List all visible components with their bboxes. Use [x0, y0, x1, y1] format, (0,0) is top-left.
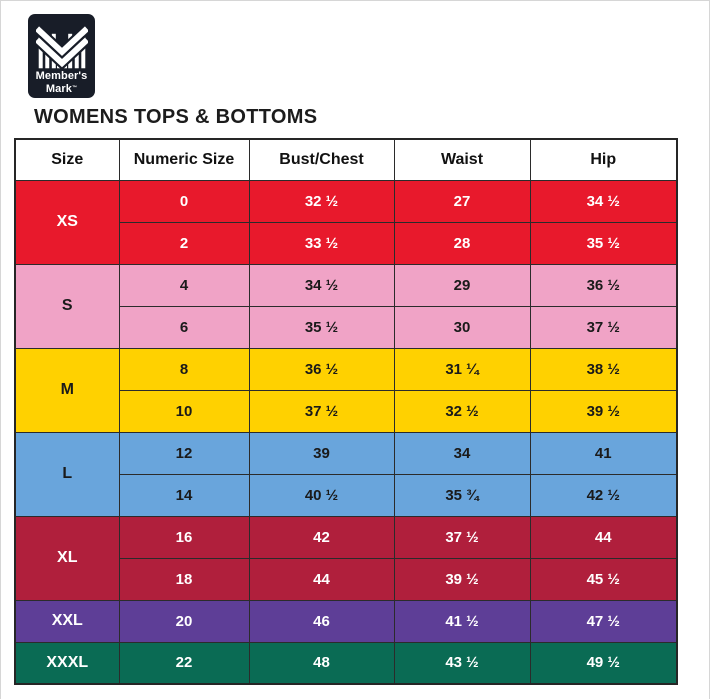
bust-chest-cell: 35 ½ — [248, 305, 395, 349]
numeric-size-cell: 8 — [118, 347, 250, 391]
table-row: 14 40 ½ 35 ¾ 42 ½ — [15, 473, 678, 517]
page-title: WOMENS TOPS & BOTTOMS — [34, 106, 318, 128]
column-header-size: Size — [14, 138, 120, 181]
size-cell: XXXL — [14, 641, 120, 685]
trademark-symbol: ™ — [71, 85, 78, 91]
hip-cell: 37 ½ — [529, 305, 678, 349]
hip-cell: 42 ½ — [529, 473, 678, 517]
waist-cell: 29 — [393, 263, 531, 307]
waist-cell: 32 ½ — [393, 389, 531, 433]
waist-cell: 31 ¼ — [393, 347, 531, 391]
numeric-size-cell: 6 — [118, 305, 250, 349]
numeric-size-cell: 20 — [118, 599, 250, 643]
hip-cell: 34 ½ — [529, 179, 678, 223]
bust-chest-cell: 40 ½ — [248, 473, 395, 517]
waist-cell: 37 ½ — [393, 515, 531, 559]
size-cell: XS — [14, 179, 120, 265]
hip-cell: 39 ½ — [529, 389, 678, 433]
waist-cell: 30 — [393, 305, 531, 349]
table-row: L 12 39 34 41 — [14, 431, 678, 517]
hip-cell: 45 ½ — [529, 557, 678, 601]
waist-cell: 28 — [393, 221, 531, 265]
bust-chest-cell: 33 ½ — [248, 221, 395, 265]
bust-chest-cell: 32 ½ — [248, 179, 395, 223]
bust-chest-cell: 46 — [248, 599, 395, 643]
logo-wordmark-line2: Mark™ — [45, 83, 78, 95]
numeric-size-cell: 14 — [118, 473, 250, 517]
size-cell: M — [14, 347, 120, 433]
numeric-size-cell: 10 — [118, 389, 250, 433]
bust-chest-cell: 34 ½ — [248, 263, 395, 307]
numeric-size-cell: 2 — [118, 221, 250, 265]
size-cell: L — [14, 431, 120, 517]
numeric-size-cell: 4 — [118, 263, 250, 307]
hip-cell: 49 ½ — [529, 641, 678, 685]
waist-cell: 39 ½ — [393, 557, 531, 601]
numeric-size-cell: 0 — [118, 179, 250, 223]
table-row: XL 16 42 37 ½ 44 — [14, 515, 678, 601]
bust-chest-cell: 37 ½ — [248, 389, 395, 433]
waist-cell: 41 ½ — [393, 599, 531, 643]
numeric-size-cell: 16 — [118, 515, 250, 559]
header-row: Size Numeric Size Bust/Chest Waist Hip — [14, 138, 678, 181]
hip-cell: 36 ½ — [529, 263, 678, 307]
table-row: XS 0 32 ½ 27 34 ½ — [14, 179, 678, 265]
waist-cell: 27 — [393, 179, 531, 223]
column-header-bust-chest: Bust/Chest — [248, 138, 395, 181]
size-cell: XL — [14, 515, 120, 601]
size-chart-table: Size Numeric Size Bust/Chest Waist Hip X… — [14, 138, 678, 685]
bust-chest-cell: 39 — [248, 431, 395, 475]
column-header-numeric-size: Numeric Size — [118, 138, 250, 181]
logo-wordmark-line1: Member's — [35, 70, 88, 82]
table-row: S 4 34 ½ 29 36 ½ — [14, 263, 678, 349]
table-row: 18 44 39 ½ 45 ½ — [15, 557, 678, 601]
waist-cell: 43 ½ — [393, 641, 531, 685]
m-chevron-icon — [35, 24, 88, 70]
hip-cell: 47 ½ — [529, 599, 678, 643]
table-row: M 8 36 ½ 31 ¼ 38 ½ — [14, 347, 678, 433]
table-row: XXXL 22 48 43 ½ 49 ½ — [14, 641, 678, 685]
waist-cell: 34 — [393, 431, 531, 475]
hip-cell: 44 — [529, 515, 678, 559]
bust-chest-cell: 36 ½ — [248, 347, 395, 391]
members-mark-logo: Member's Mark™ — [28, 14, 95, 98]
table-row: 10 37 ½ 32 ½ 39 ½ — [15, 389, 678, 433]
table-row: XXL 20 46 41 ½ 47 ½ — [14, 599, 678, 643]
column-header-waist: Waist — [393, 138, 531, 181]
hip-cell: 38 ½ — [529, 347, 678, 391]
bust-chest-cell: 42 — [248, 515, 395, 559]
bust-chest-cell: 44 — [248, 557, 395, 601]
column-header-hip: Hip — [529, 138, 678, 181]
waist-cell: 35 ¾ — [393, 473, 531, 517]
numeric-size-cell: 18 — [118, 557, 250, 601]
numeric-size-cell: 12 — [118, 431, 250, 475]
numeric-size-cell: 22 — [118, 641, 250, 685]
size-cell: XXL — [14, 599, 120, 643]
hip-cell: 35 ½ — [529, 221, 678, 265]
bust-chest-cell: 48 — [248, 641, 395, 685]
hip-cell: 41 — [529, 431, 678, 475]
table-row: 6 35 ½ 30 37 ½ — [15, 305, 678, 349]
size-cell: S — [14, 263, 120, 349]
